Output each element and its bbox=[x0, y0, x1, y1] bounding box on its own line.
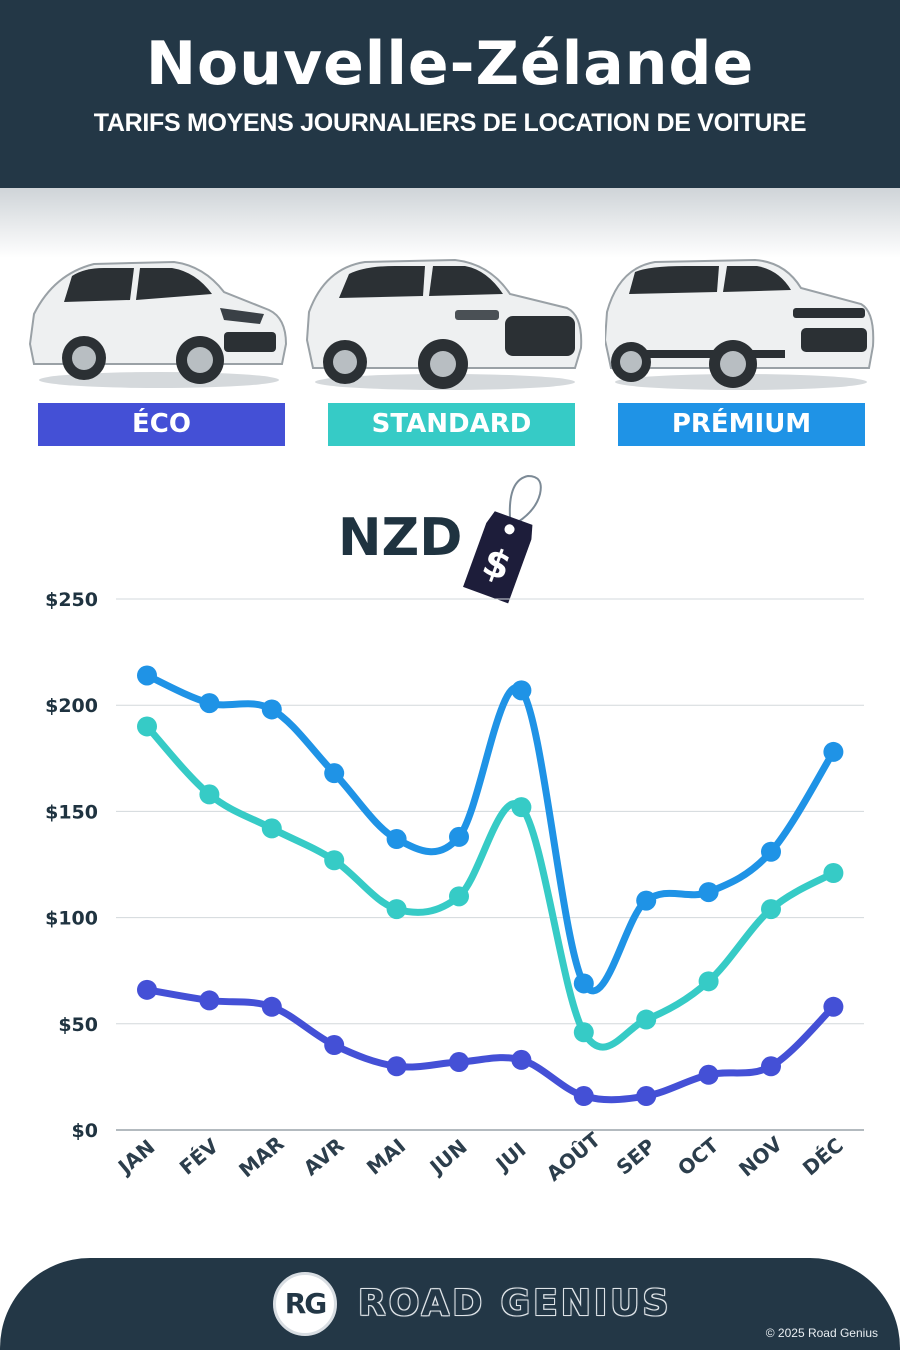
data-point-premium bbox=[386, 829, 407, 850]
data-point-eco bbox=[636, 1086, 657, 1107]
data-point-eco bbox=[386, 1056, 407, 1077]
page-subtitle: TARIFS MOYENS JOURNALIERS DE LOCATION DE… bbox=[93, 109, 807, 137]
footer: RG ROAD GENIUS © 2025 Road Genius bbox=[0, 1258, 900, 1350]
y-tick-label: $250 bbox=[45, 589, 98, 611]
x-tick-label: DÉC bbox=[798, 1133, 848, 1180]
data-point-eco bbox=[199, 990, 220, 1011]
x-tick-label: FÉV bbox=[175, 1133, 224, 1179]
x-tick-label: JUI bbox=[490, 1137, 531, 1177]
data-point-eco bbox=[698, 1064, 719, 1085]
data-point-standard bbox=[261, 818, 282, 839]
line-chart: $0 $50 $100 $150 $200 $250 JAN FÉV MAR AVR MAI JUN J… bbox=[45, 589, 864, 1186]
x-tick-label: MAI bbox=[362, 1134, 410, 1180]
page-title: Nouvelle-Zélande bbox=[145, 29, 755, 99]
x-tick-label: JAN bbox=[112, 1135, 159, 1180]
brand-name: ROAD GENIUS bbox=[358, 1283, 672, 1324]
data-point-premium bbox=[636, 890, 657, 911]
x-tick-label: NOV bbox=[734, 1131, 787, 1181]
x-tick-label: SEP bbox=[612, 1134, 660, 1180]
road-genius-logo: RG bbox=[273, 1272, 337, 1336]
x-tick-label: AVR bbox=[299, 1133, 349, 1180]
series-line-eco bbox=[143, 986, 837, 1104]
data-point-standard bbox=[449, 886, 469, 907]
copyright: © 2025 Road Genius bbox=[765, 1326, 878, 1340]
y-tick-label: $200 bbox=[45, 695, 98, 717]
data-point-premium bbox=[573, 973, 594, 994]
data-point-premium bbox=[449, 826, 469, 847]
currency-label: NZD bbox=[338, 508, 463, 568]
x-tick-label: AOÛT bbox=[542, 1127, 605, 1186]
data-point-eco bbox=[761, 1056, 781, 1077]
data-point-eco bbox=[573, 1086, 594, 1107]
category-eco-badge: ÉCO bbox=[38, 403, 285, 446]
data-point-standard bbox=[511, 797, 532, 818]
data-point-standard bbox=[761, 899, 781, 920]
y-tick-label: $50 bbox=[58, 1014, 98, 1036]
data-point-premium bbox=[324, 763, 345, 784]
data-point-eco bbox=[261, 996, 282, 1017]
data-point-standard bbox=[823, 862, 844, 883]
data-point-standard bbox=[636, 1009, 657, 1030]
header: Nouvelle-Zélande TARIFS MOYENS JOURNALIE… bbox=[0, 0, 900, 188]
data-point-premium bbox=[698, 882, 719, 903]
y-tick-label: $100 bbox=[45, 908, 98, 930]
category-premium-badge: PRÉMIUM bbox=[618, 403, 865, 446]
data-point-premium bbox=[761, 841, 781, 862]
data-point-eco bbox=[823, 996, 844, 1017]
x-tick-label: MAR bbox=[234, 1131, 288, 1182]
data-point-premium bbox=[199, 693, 220, 714]
data-point-standard bbox=[573, 1022, 594, 1043]
data-point-premium bbox=[137, 665, 157, 686]
x-tick-label: OCT bbox=[673, 1133, 723, 1181]
x-tick-label: JUN bbox=[424, 1134, 472, 1180]
suv-car-icon bbox=[305, 252, 585, 392]
price-tag-icon: $ bbox=[452, 470, 552, 614]
header-shadow bbox=[0, 188, 900, 258]
data-point-standard bbox=[324, 850, 345, 871]
luxury-suv-car-icon bbox=[605, 252, 877, 392]
data-point-standard bbox=[137, 716, 157, 737]
y-tick-label: $150 bbox=[45, 801, 98, 823]
data-point-eco bbox=[449, 1052, 469, 1073]
data-point-standard bbox=[698, 971, 719, 992]
data-point-eco bbox=[324, 1035, 345, 1056]
data-point-standard bbox=[199, 784, 220, 805]
category-standard-badge: STANDARD bbox=[328, 403, 575, 446]
data-point-premium bbox=[823, 741, 844, 762]
data-point-premium bbox=[511, 680, 532, 701]
data-point-eco bbox=[137, 979, 157, 1000]
hatchback-car-icon bbox=[24, 252, 289, 392]
data-point-premium bbox=[261, 699, 282, 720]
data-point-eco bbox=[511, 1049, 532, 1070]
y-tick-label: $0 bbox=[72, 1120, 98, 1142]
data-point-standard bbox=[386, 899, 407, 920]
